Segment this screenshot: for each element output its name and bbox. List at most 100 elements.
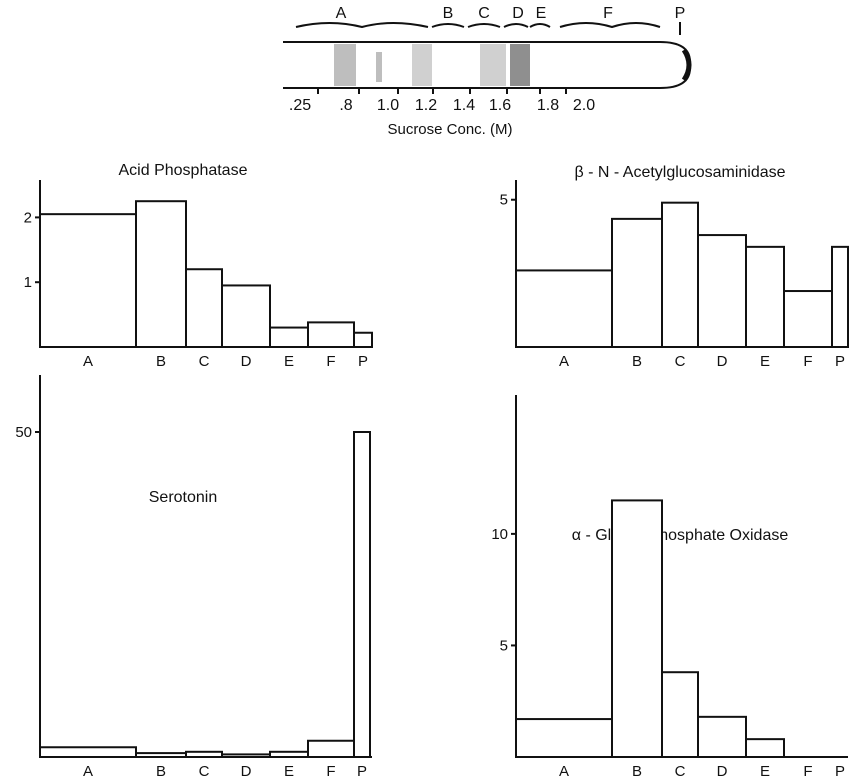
x-tick-label: D: [241, 353, 252, 370]
scale-label: 2.0: [573, 97, 595, 114]
acetylglucosaminidase-chart: 5 A B C D E F P: [500, 180, 849, 370]
brace-c: [467, 23, 501, 28]
bar-p: [831, 245, 849, 348]
bar-b: [611, 499, 663, 758]
scale-label: 1.4: [453, 97, 475, 114]
x-tick-label: C: [199, 353, 210, 370]
x-tick-label: F: [803, 353, 812, 370]
x-tick-label: P: [357, 763, 367, 780]
bar-f: [783, 290, 833, 349]
x-tick-label: F: [803, 763, 812, 780]
scale-label: .25: [289, 97, 311, 114]
bar-e: [745, 245, 785, 348]
x-tick-label: C: [675, 763, 686, 780]
band-d: [480, 44, 506, 86]
tube-bands: [334, 44, 530, 86]
bar-p: [353, 331, 373, 348]
serotonin-chart: 50 A B C D E F P: [15, 375, 372, 780]
brace-a: [295, 22, 429, 29]
scale-label: 1.0: [377, 97, 399, 114]
x-tick-label: B: [156, 353, 166, 370]
tube-fraction-labels: A B C D E F P: [336, 5, 686, 22]
x-tick-label: D: [717, 353, 728, 370]
bar-d: [221, 753, 271, 759]
brace-f: [559, 22, 661, 29]
tube-label-e: E: [536, 5, 547, 22]
bar-c: [185, 750, 223, 758]
bar-b: [611, 217, 663, 348]
brace-b: [431, 23, 465, 28]
bar-b: [135, 752, 187, 758]
y-tick-label: 1: [24, 274, 32, 291]
acid-phosphatase-chart: 1 2 A B C D E F P: [24, 180, 373, 370]
bar-a: [39, 213, 137, 348]
x-tick-label: B: [632, 353, 642, 370]
title-acetylglucosaminidase: β - N - Acetylglucosaminidase: [574, 164, 785, 181]
band-a-faint: [376, 52, 382, 82]
scale-label: 1.6: [489, 97, 511, 114]
scale-label: 1.8: [537, 97, 559, 114]
x-tick-label: E: [760, 763, 770, 780]
bar-a: [39, 746, 137, 758]
x-tick-label: F: [326, 763, 335, 780]
y-tick-label: 5: [500, 637, 508, 654]
tube-label-d: D: [512, 5, 524, 22]
brace-e: [529, 23, 551, 28]
band-a: [334, 44, 356, 86]
x-tick-label: C: [199, 763, 210, 780]
x-tick-label: D: [717, 763, 728, 780]
bar-f: [307, 321, 355, 349]
scale-label: .8: [339, 97, 352, 114]
band-e: [510, 44, 530, 86]
tube-label-p: P: [675, 5, 686, 22]
x-tick-label: P: [835, 763, 845, 780]
bar-a: [515, 269, 613, 348]
x-tick-label: B: [156, 763, 166, 780]
x-tick-label: E: [760, 353, 770, 370]
y-tick-label: 5: [500, 192, 508, 209]
bar-f: [307, 739, 355, 758]
bar-b: [135, 200, 187, 348]
y-tick-label: 10: [491, 526, 508, 543]
bar-c: [661, 671, 699, 759]
y-tick-label: 50: [15, 424, 32, 441]
x-tick-label: E: [284, 763, 294, 780]
x-tick-label: E: [284, 353, 294, 370]
bar-d: [697, 715, 747, 759]
bar-c: [185, 268, 223, 348]
x-tick-label: D: [241, 763, 252, 780]
scale-label: 1.2: [415, 97, 437, 114]
band-b: [412, 44, 432, 86]
title-glycerophosphate-oxidase: α - Glycerophosphate Oxidase: [572, 527, 789, 544]
bar-p: [353, 431, 371, 758]
tube-axis-label: Sucrose Conc. (M): [387, 121, 512, 138]
x-tick-label: A: [559, 353, 569, 370]
title-serotonin: Serotonin: [149, 489, 218, 506]
tube-label-a: A: [336, 5, 347, 22]
bar-e: [269, 326, 309, 348]
y-tick-label: 2: [24, 209, 32, 226]
bar-c: [661, 201, 699, 348]
x-tick-label: A: [83, 353, 93, 370]
glycerophosphate-oxidase-chart: 5 10 A B C D E F P: [491, 395, 848, 780]
bar-d: [221, 284, 271, 349]
gradient-tube-diagram: A B C D E F P .25 .8 1.0 1.2 1.4 1.6 1.8…: [283, 5, 692, 138]
x-tick-label: F: [326, 353, 335, 370]
x-tick-label: C: [675, 353, 686, 370]
bar-e: [745, 738, 785, 759]
x-tick-label: P: [358, 353, 368, 370]
bar-a: [515, 718, 613, 758]
brace-d: [503, 23, 529, 28]
bar-e: [269, 750, 309, 758]
tube-scale: [317, 88, 567, 94]
pellet: [681, 48, 692, 82]
bar-d: [697, 234, 747, 348]
title-acid-phosphatase: Acid Phosphatase: [119, 162, 248, 179]
tube-scale-labels: .25 .8 1.0 1.2 1.4 1.6 1.8 2.0: [289, 97, 595, 114]
x-tick-label: B: [632, 763, 642, 780]
x-tick-label: A: [83, 763, 93, 780]
x-tick-label: P: [835, 353, 845, 370]
tube-label-f: F: [603, 5, 613, 22]
x-tick-label: A: [559, 763, 569, 780]
